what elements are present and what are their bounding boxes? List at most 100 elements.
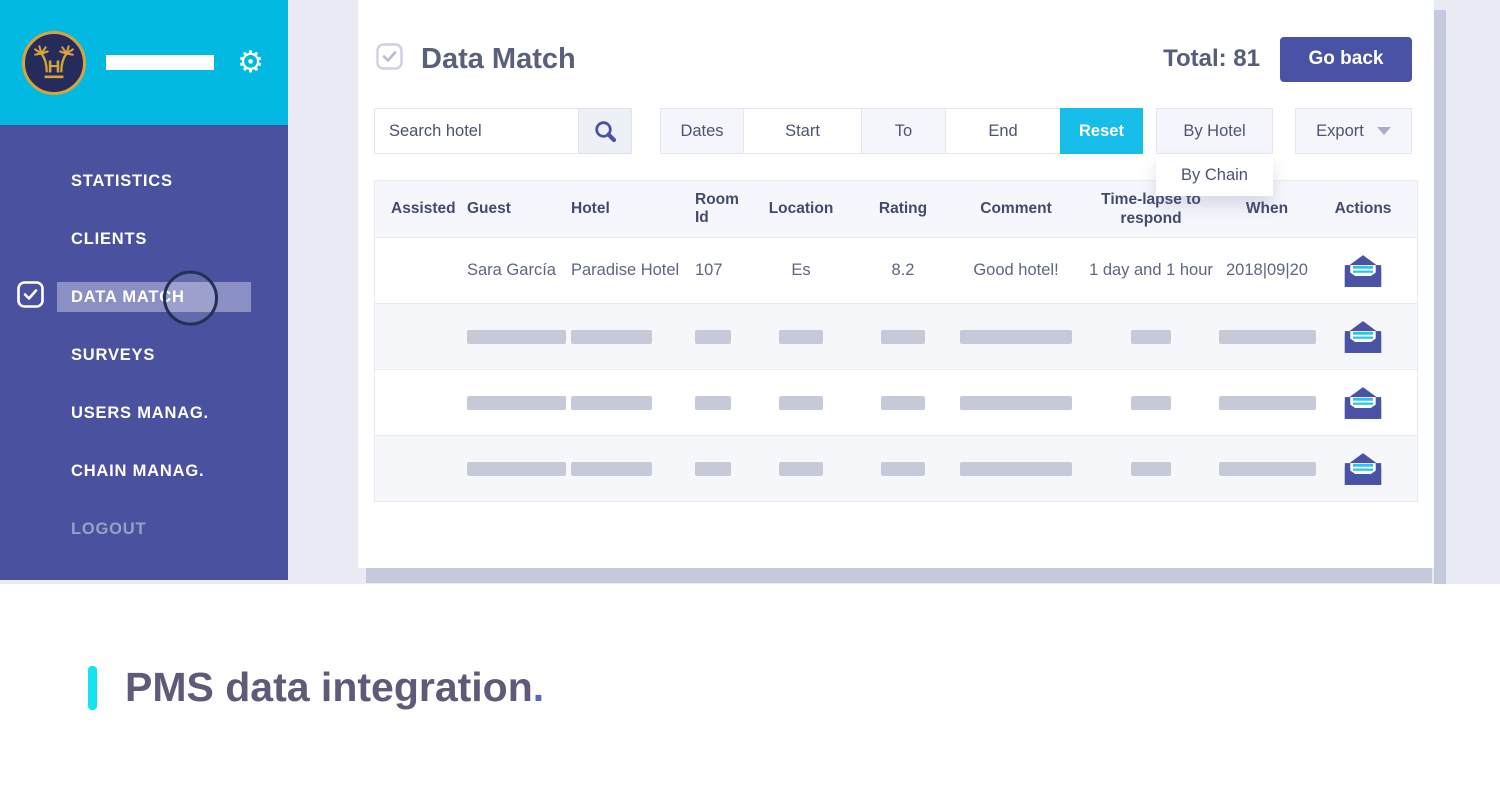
column-header-actions: Actions bbox=[1334, 200, 1392, 217]
rating-cell bbox=[857, 461, 949, 476]
placeholder-bar bbox=[571, 395, 652, 410]
column-header-assisted: Assisted bbox=[391, 200, 456, 217]
sidebar: H ⚙ STATISTICS CLIENTS DATA MATCH SU bbox=[0, 0, 288, 580]
actions-cell bbox=[1315, 452, 1411, 486]
column-header-hotel: Hotel bbox=[571, 200, 610, 217]
when-cell bbox=[1219, 461, 1316, 476]
filter-toolbar: Dates Start To End Reset By Hotel By Cha… bbox=[374, 108, 1412, 196]
by-hotel-button[interactable]: By Hotel bbox=[1156, 108, 1273, 154]
sidebar-item-clients[interactable]: CLIENTS bbox=[0, 210, 288, 268]
location-cell bbox=[745, 461, 857, 476]
time-lapse-cell: 1 day and 1 hour bbox=[1089, 261, 1213, 280]
when-cell bbox=[1219, 395, 1316, 410]
by-chain-option[interactable]: By Chain bbox=[1156, 154, 1273, 196]
end-date-button[interactable]: End bbox=[945, 108, 1061, 154]
to-label-button[interactable]: To bbox=[861, 108, 946, 154]
guest-cell bbox=[455, 461, 566, 476]
time-lapse-cell bbox=[1083, 329, 1219, 344]
room-id-cell: 107 bbox=[695, 261, 723, 279]
group-export-filters: By Hotel By Chain Export bbox=[1156, 108, 1412, 196]
placeholder-bar bbox=[1219, 461, 1316, 476]
placeholder-bar bbox=[881, 461, 925, 476]
placeholder-bar bbox=[881, 395, 925, 410]
scrollbar[interactable] bbox=[1434, 10, 1446, 584]
sidebar-item-users-manag[interactable]: USERS MANAG. bbox=[0, 384, 288, 442]
guest-cell: Sara García bbox=[467, 261, 556, 279]
placeholder-bar bbox=[1131, 461, 1171, 476]
search-input[interactable] bbox=[374, 108, 578, 154]
column-header-when: When bbox=[1245, 200, 1289, 217]
placeholder-bar bbox=[1219, 329, 1316, 344]
sidebar-item-label: CLIENTS bbox=[71, 229, 148, 248]
placeholder-bar bbox=[960, 329, 1072, 344]
comment-cell bbox=[949, 329, 1083, 344]
envelope-icon[interactable] bbox=[1343, 254, 1383, 288]
rating-cell: 8.2 bbox=[891, 261, 915, 279]
start-date-button[interactable]: Start bbox=[743, 108, 862, 154]
placeholder-bar bbox=[881, 329, 925, 344]
sidebar-item-data-match[interactable]: DATA MATCH bbox=[0, 268, 288, 326]
comment-cell bbox=[949, 395, 1083, 410]
gear-icon[interactable]: ⚙ bbox=[237, 45, 264, 79]
sidebar-menu: STATISTICS CLIENTS DATA MATCH SURVEYS US… bbox=[0, 125, 288, 558]
when-cell bbox=[1219, 329, 1316, 344]
actions-cell bbox=[1315, 386, 1411, 420]
cursor-click-indicator bbox=[163, 270, 218, 326]
hotel-logo: H bbox=[22, 30, 86, 95]
envelope-icon[interactable] bbox=[1343, 452, 1383, 486]
hotel-cell: Paradise Hotel bbox=[571, 261, 680, 279]
data-match-panel: Data Match Total: 81 Go back Dates Start… bbox=[358, 0, 1434, 568]
hotel-cell bbox=[563, 395, 681, 410]
sidebar-item-logout[interactable]: LOGOUT bbox=[0, 500, 288, 558]
active-item-highlight bbox=[57, 282, 251, 312]
placeholder-bar bbox=[779, 329, 823, 344]
hotel-cell bbox=[563, 461, 681, 476]
placeholder-bar bbox=[779, 461, 823, 476]
hotel-cell bbox=[563, 329, 681, 344]
room-id-cell bbox=[681, 461, 745, 476]
placeholder-bar bbox=[695, 329, 731, 344]
placeholder-bar bbox=[960, 461, 1072, 476]
date-filter-group: Dates Start To End Reset bbox=[660, 108, 1143, 154]
group-by-dropdown: By Hotel By Chain bbox=[1156, 108, 1273, 196]
guest-cell bbox=[455, 329, 566, 344]
export-button[interactable]: Export bbox=[1295, 108, 1412, 154]
actions-cell bbox=[1315, 254, 1411, 288]
sidebar-item-chain-manag[interactable]: CHAIN MANAG. bbox=[0, 442, 288, 500]
comment-cell: Good hotel! bbox=[973, 261, 1059, 279]
guest-cell bbox=[455, 395, 566, 410]
sidebar-item-label: STATISTICS bbox=[71, 171, 173, 190]
sidebar-item-label: DATA MATCH bbox=[71, 287, 185, 306]
placeholder-bar bbox=[960, 395, 1072, 410]
dates-button[interactable]: Dates bbox=[660, 108, 744, 154]
column-header-rating: Rating bbox=[878, 200, 928, 217]
location-cell bbox=[745, 395, 857, 410]
search-button[interactable] bbox=[578, 108, 632, 154]
placeholder-bar bbox=[571, 461, 652, 476]
placeholder-bar bbox=[1131, 395, 1171, 410]
palm-trees-icon: H bbox=[34, 44, 74, 78]
column-header-guest: Guest bbox=[467, 200, 511, 217]
go-back-button[interactable]: Go back bbox=[1280, 36, 1412, 82]
caption-accent-bar bbox=[88, 665, 97, 710]
sidebar-item-surveys[interactable]: SURVEYS bbox=[0, 326, 288, 384]
location-cell: Es bbox=[791, 261, 811, 279]
sidebar-item-statistics[interactable]: STATISTICS bbox=[0, 152, 288, 210]
column-header-location: Location bbox=[768, 200, 834, 217]
actions-cell bbox=[1315, 320, 1411, 354]
placeholder-bar bbox=[779, 395, 823, 410]
title-checkbox-icon bbox=[376, 43, 403, 75]
caption-period: . bbox=[532, 664, 545, 710]
envelope-icon[interactable] bbox=[1343, 386, 1383, 420]
placeholder-bar bbox=[467, 461, 566, 476]
reset-button[interactable]: Reset bbox=[1060, 108, 1143, 154]
time-lapse-cell bbox=[1083, 461, 1219, 476]
room-id-cell bbox=[681, 395, 745, 410]
time-lapse-cell bbox=[1083, 395, 1219, 410]
sidebar-header: H ⚙ bbox=[0, 0, 288, 125]
envelope-icon[interactable] bbox=[1343, 320, 1383, 354]
column-header-room-id: Room Id bbox=[695, 191, 739, 226]
search-icon bbox=[594, 120, 616, 142]
export-label: Export bbox=[1316, 121, 1364, 140]
placeholder-bar bbox=[571, 329, 652, 344]
